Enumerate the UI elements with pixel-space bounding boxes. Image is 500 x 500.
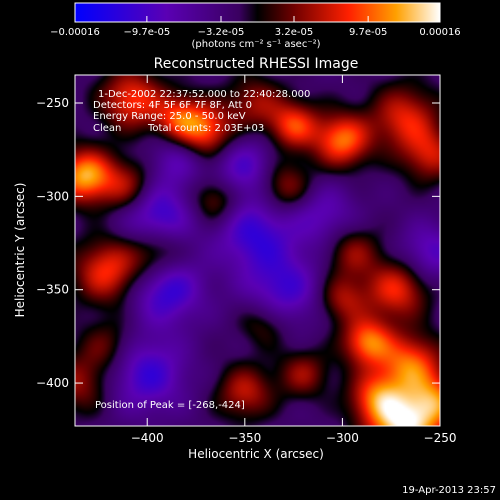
- y-tick-label: −300: [36, 189, 69, 203]
- colorbar-units: (photons cm⁻² s⁻¹ asec⁻²): [191, 39, 320, 50]
- heatmap-image: [75, 75, 440, 426]
- x-tick-label: −250: [424, 431, 457, 445]
- y-axis-label: Heliocentric Y (arcsec): [13, 183, 27, 318]
- colorbar-tick-label: −3.2e-05: [198, 27, 245, 38]
- chart-title: Reconstructed RHESSI Image: [154, 56, 359, 72]
- annotation-detectors: Detectors: 4F 5F 6F 7F 8F, Att 0: [93, 100, 252, 111]
- x-tick-label: −350: [228, 431, 261, 445]
- x-tick-label: −300: [326, 431, 359, 445]
- y-axis: −250 −300 −350 −400: [36, 96, 440, 390]
- colorbar-tick-label: −0.00016: [50, 27, 100, 38]
- y-tick-label: −400: [36, 376, 69, 390]
- colorbar-tick-label: 0.00016: [419, 27, 460, 38]
- colorbar-tick-label: 3.2e-05: [275, 27, 313, 38]
- annotation-peak: Position of Peak = [-268,-424]: [95, 400, 245, 411]
- annotation-energy: Energy Range: 25.0 - 50.0 keV: [93, 111, 246, 122]
- x-axis-label: Heliocentric X (arcsec): [188, 447, 324, 461]
- footer-date: 19-Apr-2013 23:57: [402, 485, 496, 496]
- annotation-time: 1-Dec-2002 22:37:52.000 to 22:40:28.000: [98, 89, 310, 100]
- x-axis: −400 −350 −300 −250: [131, 75, 457, 445]
- y-tick-label: −250: [36, 96, 69, 110]
- colorbar-tick-label: 9.7e-05: [349, 27, 387, 38]
- colorbar-tick-label: −9.7e-05: [123, 27, 170, 38]
- y-tick-label: −350: [36, 283, 69, 297]
- x-tick-label: −400: [131, 431, 164, 445]
- plot-frame: [74, 74, 441, 427]
- colorbar-ticks: −0.00016 −9.7e-05 −3.2e-05 3.2e-05 9.7e-05 0.…: [50, 16, 461, 38]
- annotation-method: Clean: [93, 123, 121, 134]
- colorbar: [74, 2, 441, 23]
- annotation-counts: Total counts: 2.03E+03: [147, 123, 264, 134]
